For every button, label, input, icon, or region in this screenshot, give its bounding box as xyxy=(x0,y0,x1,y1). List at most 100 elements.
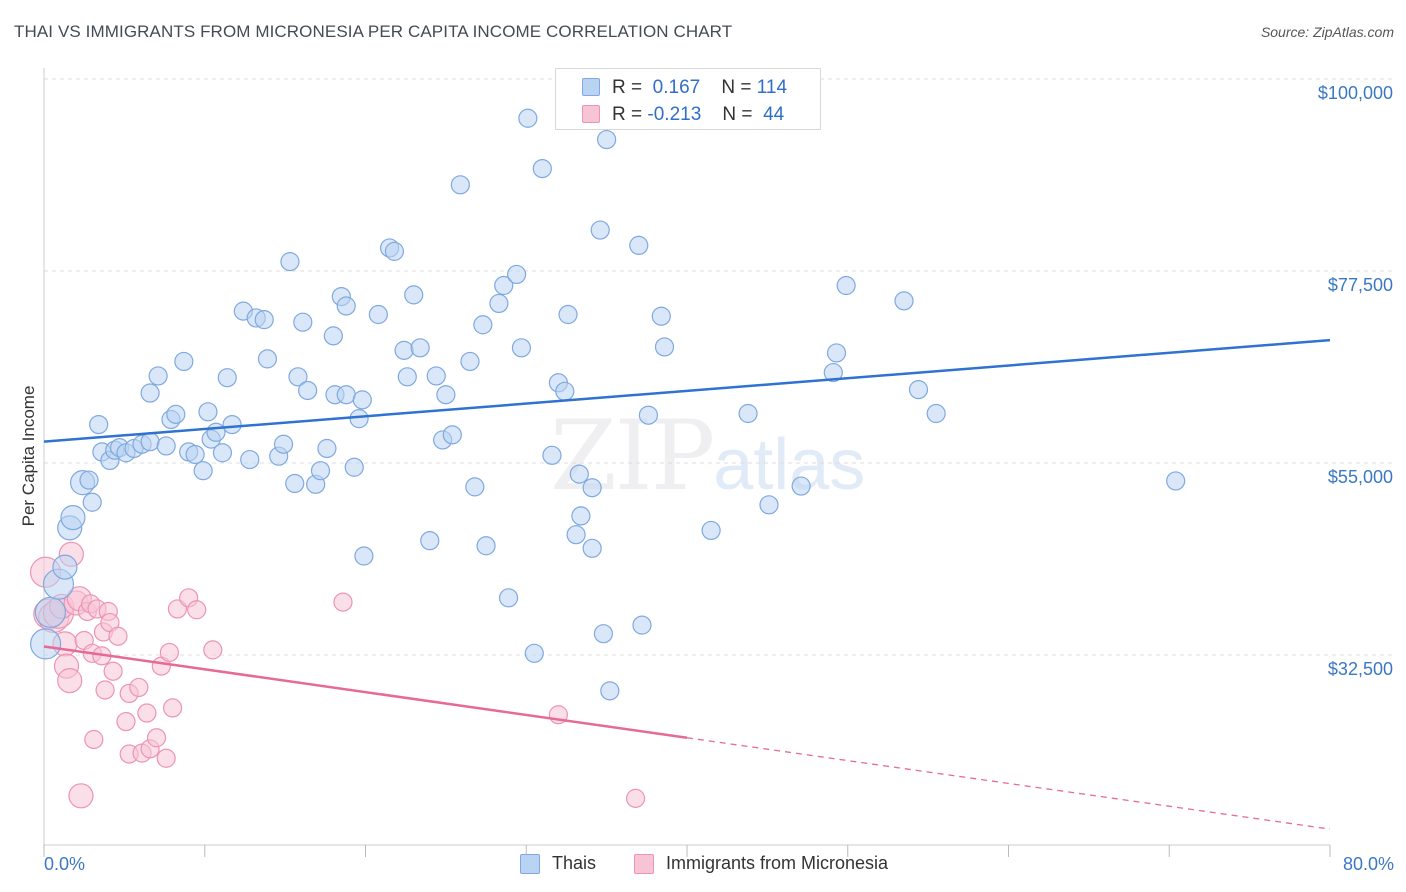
legend-r-value-micronesia: -0.213 xyxy=(647,104,702,125)
data-point xyxy=(82,492,102,512)
data-point xyxy=(254,310,274,330)
legend-r-value-thais: 0.167 xyxy=(652,77,701,98)
bottom-legend-swatch-micronesia xyxy=(634,854,654,874)
y-tick-label: $32,500 xyxy=(1328,659,1393,679)
legend-swatch-thais xyxy=(582,78,600,96)
data-point xyxy=(323,326,343,346)
legend-n-value-micronesia: 44 xyxy=(763,104,785,125)
data-point xyxy=(187,600,207,620)
data-point xyxy=(593,624,614,644)
axes xyxy=(43,68,1330,846)
data-point xyxy=(410,338,430,358)
y-tick-labels: $32,500 $55,000 $77,500 $100,000 xyxy=(1318,83,1393,679)
data-point xyxy=(1166,471,1186,491)
trend-line-micronesia xyxy=(43,645,688,740)
trend-lines xyxy=(43,338,1331,830)
grid-lines xyxy=(44,78,1394,656)
data-point xyxy=(436,385,456,405)
data-point xyxy=(625,788,646,808)
data-point xyxy=(473,315,493,335)
bottom-legend-label-thais: Thais xyxy=(552,853,597,873)
bottom-legend-label-micronesia: Immigrants from Micronesia xyxy=(666,853,889,873)
x-tick-label-min: 0.0% xyxy=(44,854,85,874)
data-point xyxy=(285,473,305,494)
data-point xyxy=(404,285,424,305)
data-point xyxy=(89,415,109,435)
data-point xyxy=(450,175,470,195)
data-point xyxy=(166,404,186,424)
data-point xyxy=(654,337,675,357)
data-point xyxy=(344,457,364,477)
data-point xyxy=(84,729,104,750)
data-point xyxy=(212,443,233,463)
data-point xyxy=(240,449,260,470)
data-point xyxy=(394,340,414,360)
data-point xyxy=(542,445,562,465)
watermark-zip: ZIP xyxy=(550,400,715,512)
data-point xyxy=(280,252,300,272)
data-point xyxy=(159,642,179,663)
series-thais-points xyxy=(30,108,1186,701)
stats-legend: R = 0.167 N = 114 R = -0.213 N = 44 xyxy=(555,68,821,130)
data-point xyxy=(926,403,946,424)
data-point xyxy=(566,525,586,545)
data-point xyxy=(555,381,575,401)
legend-r-label: R = xyxy=(612,104,643,125)
source-label: Source: ZipAtlas.com xyxy=(1260,24,1394,40)
data-point xyxy=(629,235,649,255)
data-point xyxy=(597,129,617,150)
data-point xyxy=(336,296,356,316)
watermark: ZIPatlas xyxy=(550,400,865,512)
data-point xyxy=(836,275,856,296)
data-point xyxy=(129,677,149,698)
data-point xyxy=(146,728,167,748)
data-point xyxy=(137,703,157,723)
data-point xyxy=(163,698,183,718)
data-point xyxy=(571,506,591,526)
data-point xyxy=(638,405,659,425)
data-point xyxy=(582,478,602,498)
data-point xyxy=(257,349,278,369)
data-point xyxy=(651,306,671,326)
trend-line-micronesia-extension xyxy=(686,737,1331,830)
data-point xyxy=(354,546,374,566)
data-point xyxy=(116,711,136,732)
y-axis-title: Per Capita Income xyxy=(19,386,38,527)
data-point xyxy=(103,661,123,681)
data-point xyxy=(494,275,514,296)
data-point xyxy=(368,304,388,325)
data-point xyxy=(791,476,811,496)
data-point xyxy=(590,220,610,240)
data-point xyxy=(518,108,538,128)
bottom-legend-swatch-thais xyxy=(520,854,540,874)
legend-n-label: N = xyxy=(721,77,752,98)
legend-r-label: R = xyxy=(612,77,643,98)
data-point xyxy=(511,338,532,358)
data-point xyxy=(465,477,485,497)
data-point xyxy=(30,628,62,660)
data-point xyxy=(68,783,94,809)
data-point xyxy=(60,505,86,531)
data-point xyxy=(384,241,405,261)
data-point xyxy=(95,680,115,700)
trend-line-thais xyxy=(43,338,1331,443)
data-point xyxy=(52,554,78,580)
chart-title: THAI VS IMMIGRANTS FROM MICRONESIA PER C… xyxy=(14,22,733,41)
data-point xyxy=(298,380,318,401)
data-point xyxy=(288,367,308,387)
data-point xyxy=(148,366,168,386)
data-point xyxy=(317,438,337,459)
data-point xyxy=(108,626,128,646)
data-point xyxy=(759,495,779,515)
data-point xyxy=(217,368,237,388)
data-point xyxy=(532,159,552,179)
watermark-atlas: atlas xyxy=(713,425,866,505)
data-point xyxy=(460,351,480,372)
data-point xyxy=(140,383,160,403)
data-point xyxy=(489,293,509,314)
data-point xyxy=(701,520,721,541)
data-point xyxy=(397,367,417,387)
data-point xyxy=(174,351,194,372)
data-point xyxy=(894,291,914,311)
